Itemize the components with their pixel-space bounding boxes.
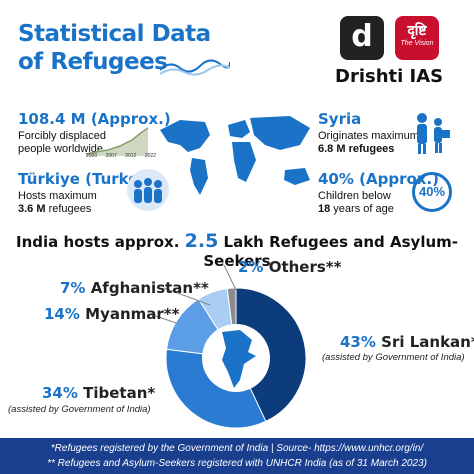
pie-slice-srilankan bbox=[235, 287, 307, 423]
syria-title: Syria bbox=[318, 110, 362, 128]
displaced-text: Forcibly displaced people worldwide bbox=[18, 130, 107, 155]
footer: *Refugees registered by the Government o… bbox=[0, 438, 474, 474]
growth-area-chart bbox=[86, 127, 148, 156]
wave-decoration bbox=[160, 59, 230, 76]
india-map-icon bbox=[222, 330, 256, 388]
page-title: Statistical Data of Refugees bbox=[18, 20, 211, 76]
children-badge: 40% bbox=[412, 172, 452, 212]
world-map-icon bbox=[160, 116, 310, 195]
turkiye-line1: Hosts maximum bbox=[18, 190, 97, 202]
title-line-2: of Refugees bbox=[18, 49, 168, 75]
label-tibetan: 34% Tibetan* bbox=[42, 384, 156, 402]
footer-line-1: *Refugees registered by the Government o… bbox=[50, 443, 424, 454]
children-line2: 18 years of age bbox=[318, 203, 394, 215]
turkiye-title: Türkiye (Turkey) bbox=[18, 170, 156, 188]
brand-name: Drishti IAS bbox=[335, 66, 444, 87]
footer-line-2: ** Refugees and Asylum-Seekers registere… bbox=[47, 458, 427, 469]
children-title: 40% (Approx.) bbox=[318, 170, 439, 188]
title-line-1: Statistical Data bbox=[18, 21, 211, 47]
label-tibetan-note: (assisted by Government of India) bbox=[8, 404, 151, 415]
crowd-icon bbox=[127, 169, 169, 211]
label-afghanistan: 7% Afghanistan** bbox=[60, 279, 209, 297]
displaced-value: 108.4 M (Approx.) bbox=[18, 110, 171, 128]
label-srilankan-note: (assisted by Government of India) bbox=[322, 352, 465, 363]
syria-line2: 6.8 M refugees bbox=[318, 143, 395, 155]
refugee-family-icon bbox=[417, 113, 450, 154]
pie-leader-lines bbox=[149, 264, 237, 324]
turkiye-line2: 3.6 M refugees bbox=[18, 203, 92, 215]
chart-headline: India hosts approx. 2.5 Lakh Refugees an… bbox=[16, 230, 458, 270]
label-myanmar: 14% Myanmar** bbox=[44, 305, 180, 323]
syria-line1: Originates maximum bbox=[318, 130, 419, 142]
label-others: 2% Others** bbox=[238, 258, 342, 276]
label-srilankan: 43% Sri Lankan* bbox=[340, 333, 474, 351]
children-line1: Children below bbox=[318, 190, 391, 202]
drishti-vision-logo: दृष्टि The Vision bbox=[395, 16, 439, 60]
drishti-d-logo: d bbox=[340, 16, 384, 60]
growth-years: 2000 2007 2012 2022 bbox=[86, 153, 156, 159]
